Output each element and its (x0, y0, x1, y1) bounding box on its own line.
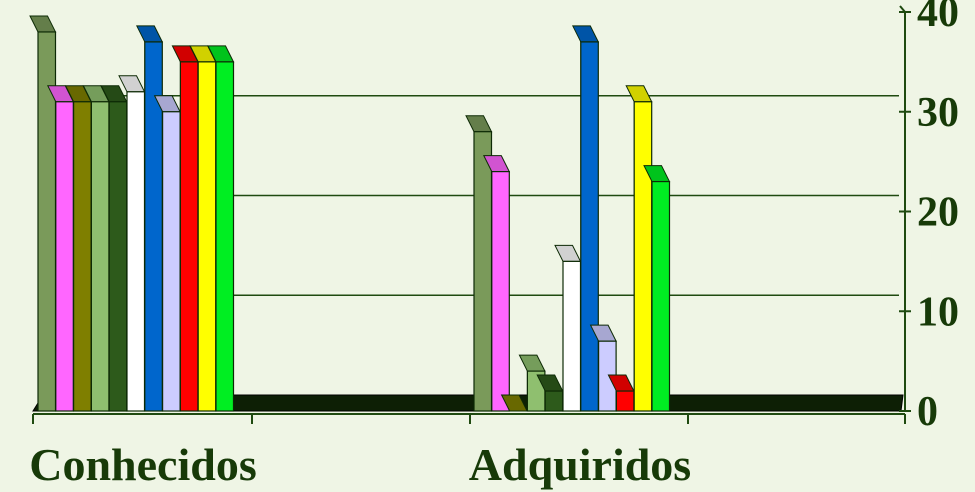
bar (64, 85, 92, 412)
category-label: Adquiridos (469, 439, 691, 490)
y-tick-label: 40 (917, 0, 959, 36)
bar (207, 45, 235, 412)
bar (607, 374, 635, 412)
bar (554, 244, 582, 412)
bar (643, 165, 671, 412)
y-tick-label: 30 (917, 90, 959, 136)
bar-series (29, 15, 671, 412)
y-tick-label: 20 (917, 190, 959, 236)
bar (82, 85, 110, 412)
y-axis: 0 10 20 30 40 (899, 0, 959, 435)
bar (571, 25, 600, 412)
category-label: Conhecidos (29, 439, 256, 490)
bar (171, 45, 199, 412)
bar (118, 75, 146, 412)
bar (482, 155, 511, 412)
bar (100, 85, 128, 412)
y-tick-label: 0 (917, 389, 938, 435)
bar (29, 15, 57, 412)
bar (500, 394, 528, 412)
bar (46, 85, 75, 412)
bar (153, 95, 181, 412)
x-axis: Conhecidos Adquiridos (29, 413, 906, 490)
bar (625, 85, 653, 412)
y-tick-label: 10 (917, 289, 959, 335)
